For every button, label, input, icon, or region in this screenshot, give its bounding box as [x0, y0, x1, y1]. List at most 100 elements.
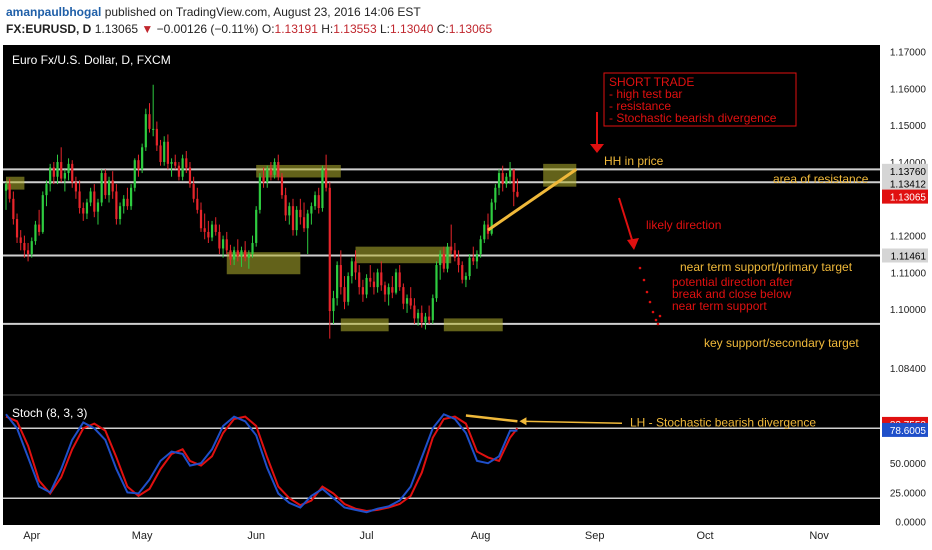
- zone-box: [256, 164, 341, 178]
- candle-body: [343, 287, 346, 302]
- price-tick-label: 1.15000: [890, 121, 927, 132]
- price-tick-label: 1.16000: [890, 84, 927, 95]
- candle-body: [218, 231, 221, 249]
- candle-body: [26, 250, 30, 255]
- candle-body: [494, 187, 497, 203]
- x-tick-label: Jun: [247, 530, 265, 542]
- candle-body: [170, 162, 173, 164]
- candle-body: [188, 167, 192, 185]
- candle-body: [118, 206, 122, 220]
- candle-body: [240, 250, 243, 256]
- candle-body: [163, 141, 166, 163]
- candle-body: [431, 298, 434, 321]
- candle-body: [277, 162, 280, 177]
- candle-body: [192, 184, 195, 199]
- candle-body: [233, 250, 236, 260]
- candle-body: [313, 195, 317, 207]
- candle-body: [475, 254, 479, 262]
- candle-body: [295, 209, 298, 231]
- candle-body: [306, 213, 309, 229]
- potential-dot: [656, 322, 660, 326]
- candle-body: [177, 165, 181, 177]
- candle-body: [159, 145, 162, 163]
- candle-body: [19, 237, 22, 243]
- candle-body: [365, 277, 368, 295]
- publish-header: amanpaulbhogal published on TradingView.…: [0, 0, 932, 40]
- candle-body: [512, 169, 515, 192]
- candle-body: [508, 169, 512, 177]
- candle-body: [321, 169, 324, 209]
- divergence-label: LH - Stochastic bearish divergence: [630, 415, 816, 429]
- candle-body: [23, 242, 26, 251]
- candle-body: [387, 287, 390, 295]
- likely-arrow-head: [627, 238, 639, 250]
- stoch-series-line: [5, 415, 519, 513]
- stochastic-pane: LH - Stochastic bearish divergence: [3, 413, 880, 514]
- candle-body: [126, 198, 129, 207]
- candle-body: [251, 242, 254, 255]
- stoch-series-line: [5, 413, 518, 514]
- candle-body: [262, 176, 265, 183]
- candle-body: [328, 187, 331, 312]
- low-value: 1.13040: [390, 22, 434, 36]
- short-trade-text: - resistance: [609, 99, 671, 113]
- candle-body: [104, 173, 107, 196]
- candle-body: [100, 173, 103, 203]
- x-tick-label: Oct: [697, 530, 714, 542]
- close-value: 1.13065: [448, 22, 493, 36]
- candle-body: [266, 169, 269, 183]
- potential-dot: [654, 318, 658, 322]
- candle-body: [284, 195, 287, 216]
- price-tag-label: 1.11461: [891, 251, 927, 262]
- candle-body: [12, 198, 15, 220]
- candle-body: [310, 206, 313, 214]
- potential-dot: [658, 314, 662, 318]
- x-tick-label: May: [132, 530, 153, 542]
- candle-body: [347, 276, 350, 302]
- price-tag-box: [882, 176, 928, 191]
- candle-body: [479, 239, 482, 255]
- candle-body: [111, 180, 114, 192]
- candle-body: [358, 272, 361, 288]
- candle-body: [129, 187, 133, 207]
- potential-dot: [642, 278, 646, 282]
- candle-body: [269, 169, 273, 175]
- candle-body: [71, 163, 74, 183]
- candle-body: [181, 158, 184, 177]
- price-tick-label: 1.08400: [890, 364, 927, 375]
- x-tick-label: Aug: [471, 530, 491, 542]
- candle-body: [372, 281, 376, 288]
- candle-body: [214, 224, 217, 232]
- potential-direction-text: potential direction after: [672, 275, 793, 289]
- candle-body: [317, 195, 320, 209]
- candle-body: [354, 261, 357, 273]
- candle-body: [383, 285, 387, 295]
- candle-body: [144, 114, 147, 148]
- candle-body: [391, 287, 394, 293]
- candle-body: [420, 312, 423, 323]
- candle-body: [34, 224, 37, 242]
- price-tick-label: 1.10000: [890, 305, 927, 316]
- candle-body: [376, 272, 379, 288]
- candle-body: [464, 276, 468, 280]
- short-trade-text: - high test bar: [609, 87, 682, 101]
- published-text: published on TradingView.com, August 23,…: [104, 5, 421, 19]
- author-link[interactable]: amanpaulbhogal: [6, 5, 102, 19]
- x-tick-label: Nov: [809, 530, 829, 542]
- stoch-title: Stoch (8, 3, 3): [12, 406, 87, 420]
- candle-body: [56, 162, 59, 177]
- key-support-label: key support/secondary target: [704, 336, 859, 350]
- candle-body: [446, 246, 449, 269]
- zone-box: [443, 318, 503, 332]
- candle-body: [60, 162, 63, 179]
- candle-body: [424, 316, 427, 323]
- price-tick-label: 1.12000: [890, 232, 927, 243]
- potential-dot: [648, 300, 652, 304]
- candle-body: [207, 231, 210, 238]
- candle-body: [402, 287, 405, 304]
- chart-area[interactable]: SHORT TRADE- high test bar- resistance- …: [0, 40, 932, 550]
- candle-body: [185, 158, 188, 168]
- candle-body: [450, 246, 453, 251]
- candle-body: [141, 147, 144, 170]
- divergence-arrow-head: [519, 417, 527, 426]
